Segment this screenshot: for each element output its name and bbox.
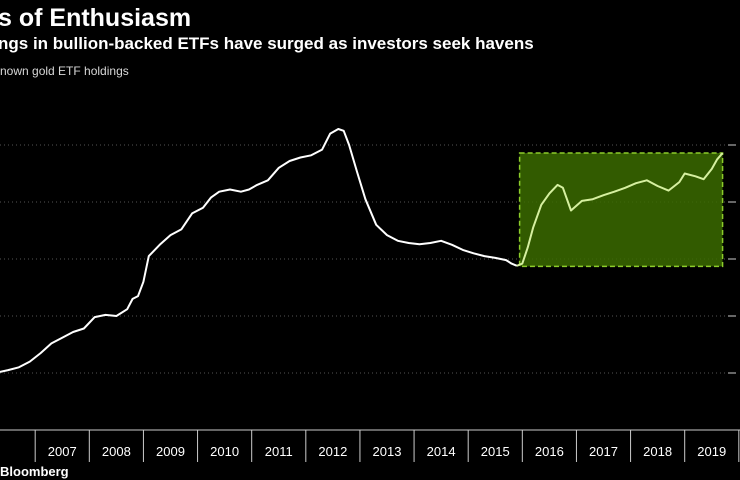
gridlines	[0, 144, 736, 374]
highlight-region	[518, 152, 724, 268]
x-tick-label: 2017	[589, 444, 618, 459]
series-line-highlight	[516, 152, 724, 267]
x-tick-label: 2008	[102, 444, 131, 459]
x-tick-label: 2012	[318, 444, 347, 459]
chart-title: s of Enthusiasm	[0, 4, 192, 32]
x-tick-label: 2013	[373, 444, 402, 459]
x-tick-label: 2015	[481, 444, 510, 459]
x-tick-label: 2016	[535, 444, 564, 459]
x-tick-label: 2018	[643, 444, 672, 459]
series-line	[0, 128, 518, 373]
x-tick-label: 2014	[427, 444, 456, 459]
x-tick-label: 2019	[697, 444, 726, 459]
x-tick-label: 2010	[210, 444, 239, 459]
x-tick-label: 2009	[156, 444, 185, 459]
legend-label: nown gold ETF holdings	[0, 64, 129, 78]
series-lines	[0, 128, 724, 373]
source-label: Bloomberg	[0, 464, 69, 479]
x-tick-label: 2011	[265, 444, 293, 459]
x-tick-label: 2007	[48, 444, 77, 459]
highlight-box	[518, 152, 724, 268]
chart-subtitle: ngs in bullion-backed ETFs have surged a…	[0, 34, 534, 53]
x-axis: 2007 2008 2009 2010 2011 2012 2013 2014 2015 2016…	[0, 429, 740, 462]
